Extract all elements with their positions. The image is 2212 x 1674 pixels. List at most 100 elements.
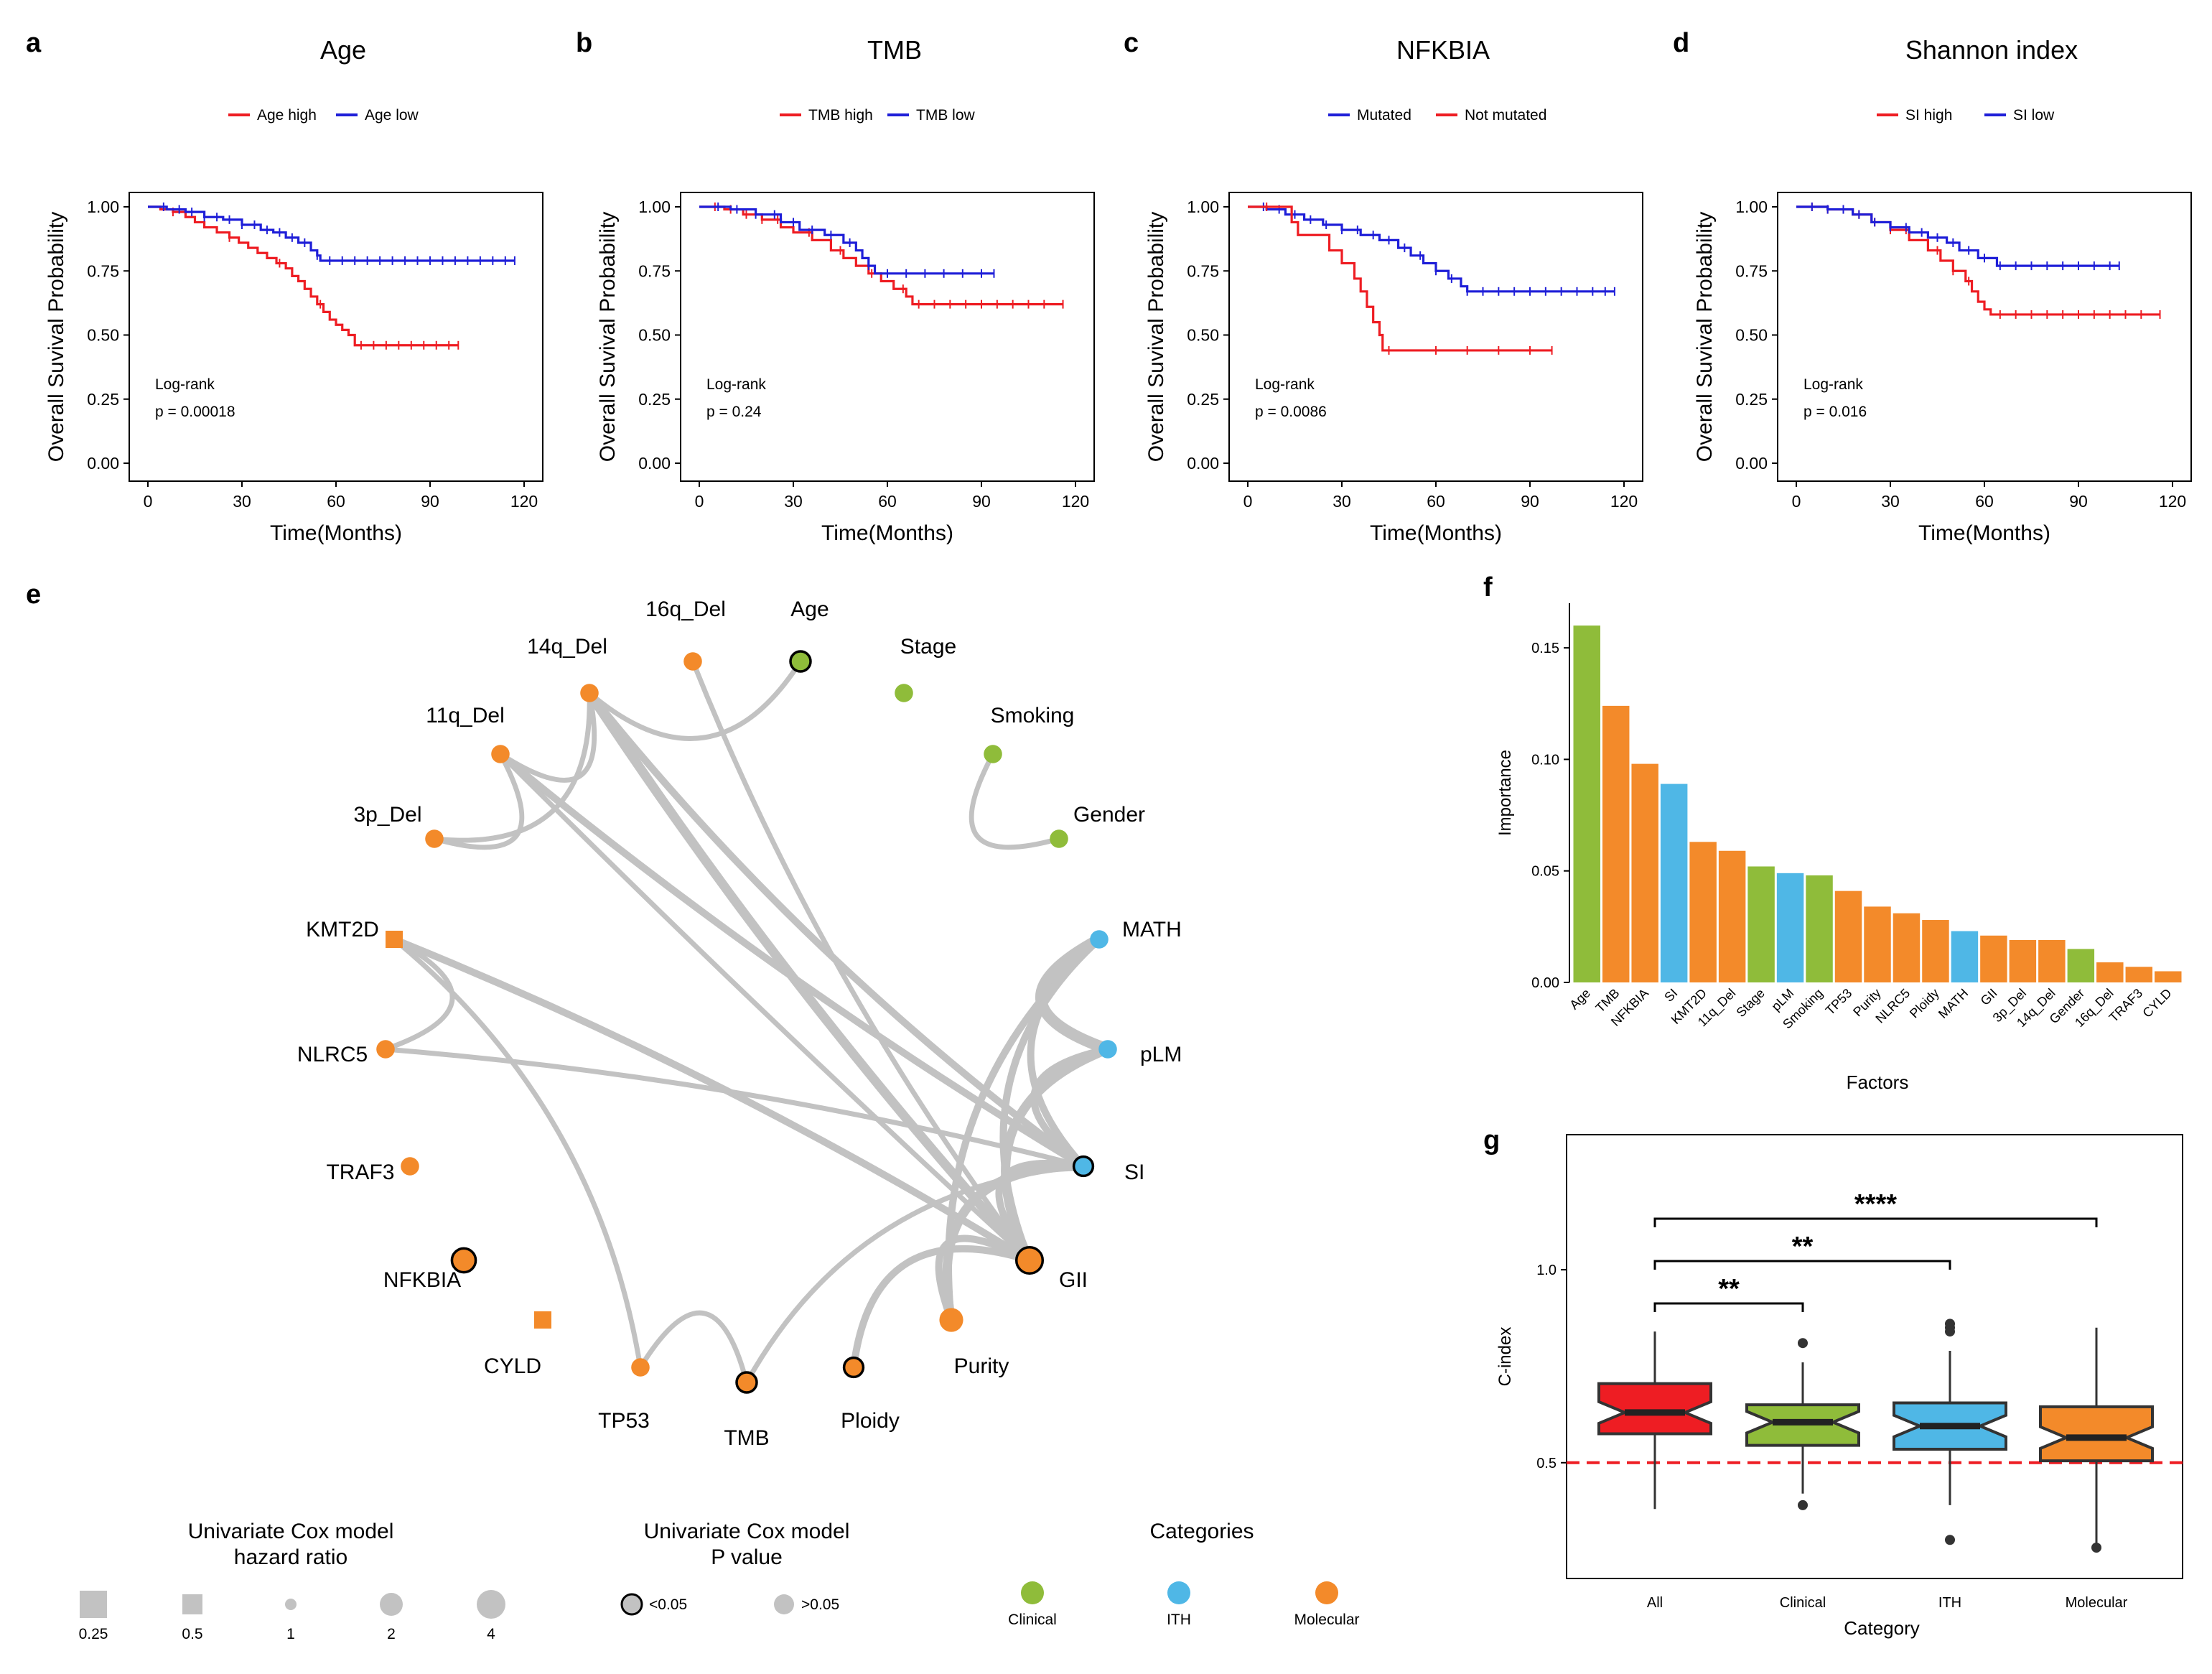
km-x-tick-label: 120	[1610, 492, 1638, 511]
network-node	[735, 1371, 758, 1394]
km-title: TMB	[867, 35, 922, 65]
significance-label: **	[1792, 1232, 1814, 1262]
category-legend-title: Categories	[1149, 1520, 1254, 1543]
km-panel-d: Shannon index SI high SI low 0.00 0.25 0.50 0.…	[1693, 35, 2192, 545]
km-curve-tmb-low	[699, 205, 994, 275]
importance-bar-NFKBIA	[1631, 763, 1658, 982]
km-x-tick-label: 30	[784, 492, 803, 511]
importance-bar-KMT2D	[1689, 842, 1717, 982]
network-node	[386, 931, 403, 948]
km-y-tick-label: 0.25	[87, 390, 119, 409]
importance-bar-TMB	[1602, 705, 1630, 982]
importance-bar-3p_Del	[2009, 939, 2037, 982]
km-x-tick-label: 0	[144, 492, 153, 511]
box-x-tick-label: Molecular	[2066, 1595, 2128, 1611]
network-node-label: TP53	[598, 1409, 650, 1433]
cindex-box-chart: 0.5 1.0 C-index All Clinical ITH Molecular Cate…	[1495, 1134, 2183, 1639]
network-node-label: SI	[1124, 1161, 1144, 1184]
hr-legend-label-1: 1	[286, 1626, 295, 1642]
p-legend-title-2: P value	[711, 1545, 783, 1569]
network-edge	[498, 751, 1032, 1263]
network-node	[401, 1157, 419, 1176]
box-y-tick-label: 0.5	[1536, 1456, 1557, 1471]
importance-bar-SI	[1660, 783, 1688, 982]
km-y-tick-label: 0.50	[87, 326, 119, 345]
network-edge	[638, 1310, 750, 1385]
km-y-tick-label: 0.25	[638, 390, 671, 409]
network-node-label: Purity	[954, 1354, 1009, 1378]
box-x-tick-label: All	[1647, 1595, 1663, 1611]
bar-x-tick-label: TRAF3	[2106, 986, 2145, 1025]
category-legend-clinical-dot	[1021, 1581, 1044, 1604]
importance-bar-NLRC5	[1893, 913, 1921, 982]
box-outlier	[2091, 1543, 2101, 1553]
network-edge	[383, 1046, 1086, 1169]
network-edge	[690, 659, 1032, 1263]
network-edge	[587, 659, 803, 741]
network-node	[491, 745, 510, 763]
km-y-tick-label: 0.25	[1187, 390, 1219, 409]
km-x-tick-label: 0	[695, 492, 704, 511]
km-y-tick-label: 0.75	[1187, 261, 1219, 280]
network-node	[1098, 1040, 1117, 1059]
network-node	[1072, 1155, 1095, 1178]
km-y-tick-label: 0.50	[638, 326, 671, 345]
network-edge	[1030, 1046, 1111, 1170]
hr-legend-label-4: 4	[487, 1626, 495, 1642]
bar-y-tick-label: 0.15	[1531, 641, 1559, 656]
km-stat-label: Log-rank	[1255, 376, 1315, 393]
km-stat-label: Log-rank	[706, 376, 766, 393]
importance-bar-Purity	[1864, 906, 1891, 982]
box-plot-frame	[1566, 1134, 2183, 1579]
network-node-label: NFKBIA	[383, 1268, 461, 1292]
p-legend-sig-label: <0.05	[649, 1596, 687, 1613]
network-edge	[969, 751, 1062, 850]
km-legend-label: Mutated	[1357, 107, 1411, 124]
km-x-tick-label: 60	[1975, 492, 1994, 511]
hr-legend-label-2: 2	[387, 1626, 396, 1642]
significance-label: **	[1718, 1274, 1740, 1304]
box-outlier	[1798, 1338, 1808, 1349]
p-legend-nonsig-label: >0.05	[801, 1596, 839, 1613]
p-legend-sig-circle	[620, 1593, 643, 1616]
box-All	[1597, 1382, 1712, 1436]
km-x-tick-label: 90	[972, 492, 991, 511]
km-y-tick-label: 0.25	[1735, 390, 1768, 409]
significance-bracket	[1653, 1260, 1951, 1270]
importance-bar-16q_Del	[2096, 962, 2124, 982]
network-node	[580, 684, 599, 702]
km-stat-label: Log-rank	[155, 376, 215, 393]
box-outlier	[1945, 1535, 1955, 1545]
bar-x-tick-label: CYLD	[2139, 986, 2174, 1020]
network-edge	[1001, 1044, 1113, 1265]
network-edge	[850, 1245, 1033, 1371]
hr-legend-title-1: Univariate Cox model	[188, 1520, 394, 1543]
km-legend-label: Age low	[365, 107, 419, 124]
km-x-axis-label: Time(Months)	[270, 521, 402, 545]
panel-letter-e: e	[26, 580, 41, 610]
network-node-label: 3p_Del	[353, 803, 421, 827]
km-x-tick-label: 30	[1333, 492, 1351, 511]
box-outlier	[1945, 1319, 1955, 1329]
network-node-label: pLM	[1140, 1043, 1182, 1066]
km-curve-si-high	[1796, 205, 2160, 316]
km-y-tick-label: 1.00	[1187, 197, 1219, 216]
network-edge	[383, 936, 455, 1052]
hr-legend-circle-4	[477, 1590, 505, 1619]
network-node	[425, 829, 444, 848]
network-edge	[497, 750, 1087, 1170]
category-legend-ith-dot	[1167, 1581, 1190, 1604]
box-y-axis-label: C-index	[1495, 1327, 1515, 1387]
km-y-axis-label: Overall Suvival Probability	[1144, 212, 1168, 462]
panel-letter-f: f	[1483, 572, 1493, 603]
km-y-axis-label: Overall Suvival Probability	[45, 212, 68, 462]
importance-bar-MATH	[1951, 931, 1979, 982]
box-x-tick-label: ITH	[1938, 1595, 1961, 1611]
network-node	[895, 684, 913, 702]
hr-legend-square-025	[80, 1591, 107, 1618]
importance-bar-Ploidy	[1922, 920, 1949, 982]
importance-bar-Stage	[1747, 866, 1775, 982]
km-x-axis-label: Time(Months)	[821, 521, 953, 545]
km-panel-a: Age Age high Age low 0.00 0.25 0.50 0.75 1.00 0 3…	[45, 35, 543, 545]
km-y-tick-label: 0.00	[638, 454, 671, 473]
